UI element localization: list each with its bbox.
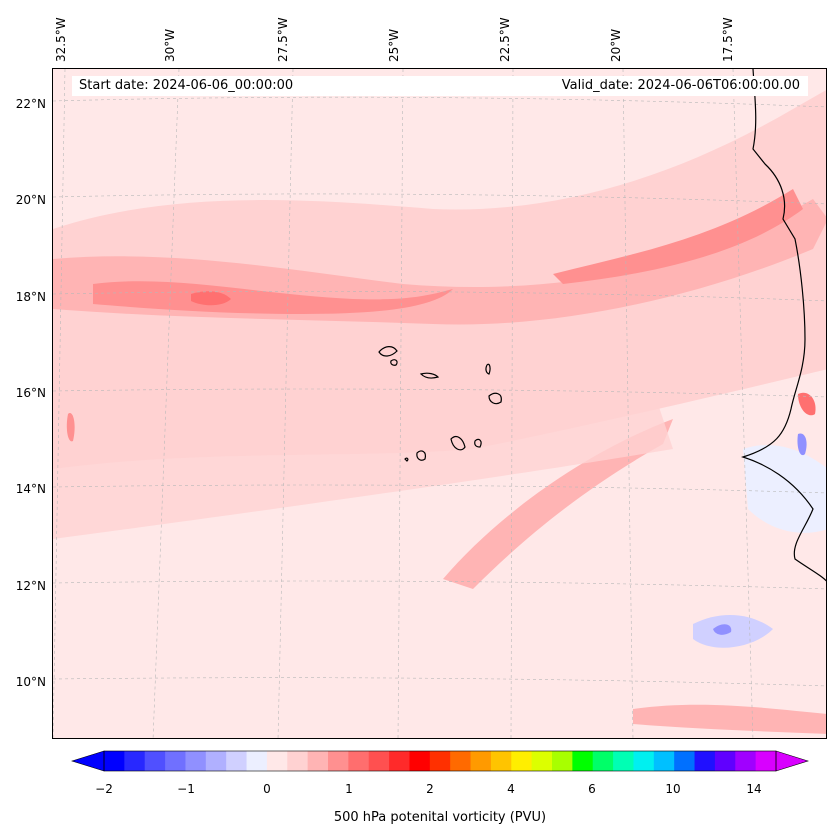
colorbar-cell — [144, 751, 166, 771]
colorbar-cell — [531, 751, 553, 771]
graticule — [53, 69, 826, 738]
cape-verde-maio — [474, 438, 482, 448]
lon-label-32-5w: 32.5°W — [54, 17, 68, 62]
colorbar-tick-5: 2 — [426, 782, 434, 796]
colorbar-cell — [246, 751, 268, 771]
colorbar-tick-1: −2 — [95, 782, 113, 796]
colorbar-cell — [328, 751, 349, 771]
colorbar-cell — [633, 751, 655, 771]
contour-diagonal-band — [443, 419, 673, 589]
colorbar-cell — [613, 751, 634, 771]
african-coast — [741, 69, 826, 582]
cape-verde-sal — [485, 363, 491, 375]
lat-label-14n: 14°N — [15, 482, 46, 496]
lat-label-12n: 12°N — [15, 579, 46, 593]
lat-label-16n: 16°N — [15, 386, 46, 400]
cape-verde-sao-nicolau — [419, 372, 440, 379]
cape-verde-fogo — [416, 450, 426, 461]
contour-positive-spot-east — [798, 392, 816, 416]
colorbar-tick-6: 4 — [507, 782, 515, 796]
colorbar-tick-9: 14 — [746, 782, 762, 796]
header-box — [72, 76, 808, 96]
cape-verde-brava — [404, 457, 409, 462]
colorbar-cell — [714, 751, 736, 771]
colorbar-cell — [429, 751, 451, 771]
colorbar-max-arrow — [775, 750, 810, 772]
colorbar-cell — [755, 751, 777, 771]
colorbar-cell — [185, 751, 207, 771]
cape-verde-santiago — [450, 435, 466, 451]
colorbar-cell — [266, 751, 288, 771]
contour-jet-core — [93, 281, 453, 314]
colorbar-cell — [205, 751, 227, 771]
colorbar-cell — [226, 751, 248, 771]
colorbar-tick-4: 1 — [345, 782, 353, 796]
contour-jet-east — [553, 189, 803, 284]
contour-positive-spot-west — [66, 413, 75, 442]
lon-label-20w: 20°W — [609, 28, 623, 62]
lon-label-27-5w: 27.5°W — [276, 17, 290, 62]
colorbar-cell — [653, 751, 675, 771]
lon-label-25w: 25°W — [387, 28, 401, 62]
colorbar-tick-3: 0 — [263, 782, 271, 796]
contour-jet-max — [191, 291, 231, 306]
colorbar-cell — [674, 751, 696, 771]
colorbar-cell — [307, 751, 329, 771]
colorbar-cell — [389, 751, 410, 771]
coastlines — [378, 69, 826, 582]
colorbar-min-arrow — [70, 750, 105, 772]
map-panel — [52, 68, 827, 739]
colorbar-cell — [694, 751, 716, 771]
colorbar — [70, 750, 810, 772]
pv-field-map — [53, 69, 826, 738]
valid-date-label: Valid_date: 2024-06-06T06:00:00.00 — [561, 78, 800, 93]
lon-label-22-5w: 22.5°W — [498, 17, 512, 62]
colorbar-cell — [368, 751, 390, 771]
lat-label-22n: 22°N — [15, 97, 46, 111]
colorbar-cell — [124, 751, 146, 771]
colorbar-cell — [409, 751, 431, 771]
colorbar-tick-2: −1 — [177, 782, 195, 796]
colorbar-cell — [592, 751, 614, 771]
contour-southern-strip — [633, 704, 826, 734]
colorbar-cell — [104, 751, 125, 771]
colorbar-cell — [511, 751, 533, 771]
contour-negative-patch-2 — [713, 624, 732, 635]
colorbar-cell — [572, 751, 594, 771]
cape-verde-boa-vista — [488, 392, 502, 405]
colorbar-cell — [470, 751, 492, 771]
lon-label-30w: 30°W — [163, 28, 177, 62]
contour-negative-patch-1 — [693, 614, 773, 648]
colorbar-tick-7: 6 — [588, 782, 596, 796]
lon-label-17-5w: 17.5°W — [721, 17, 735, 62]
colorbar-cell — [287, 751, 309, 771]
colorbar-cell — [450, 751, 472, 771]
contour-negative-patch-3 — [743, 445, 826, 533]
colorbar-cell — [490, 751, 512, 771]
contour-south-band — [53, 369, 673, 539]
colorbar-cell — [735, 751, 757, 771]
lat-label-10n: 10°N — [15, 675, 46, 689]
contour-negative-patch-4 — [797, 433, 807, 456]
lat-label-20n: 20°N — [15, 193, 46, 207]
pv-contours — [53, 90, 826, 734]
start-date-label: Start date: 2024-06-06_00:00:00 — [79, 78, 294, 93]
cape-verde-santo-antao — [378, 346, 398, 357]
colorbar-tick-8: 10 — [665, 782, 681, 796]
contour-band-light — [53, 90, 826, 469]
colorbar-label: 500 hPa potenital vorticity (PVU) — [333, 810, 547, 825]
cape-verde-sao-vicente — [390, 359, 398, 366]
colorbar-cell — [552, 751, 573, 771]
colorbar-outline — [103, 750, 777, 772]
colorbar-cell — [348, 751, 370, 771]
lat-label-18n: 18°N — [15, 290, 46, 304]
colorbar-cell — [165, 751, 186, 771]
